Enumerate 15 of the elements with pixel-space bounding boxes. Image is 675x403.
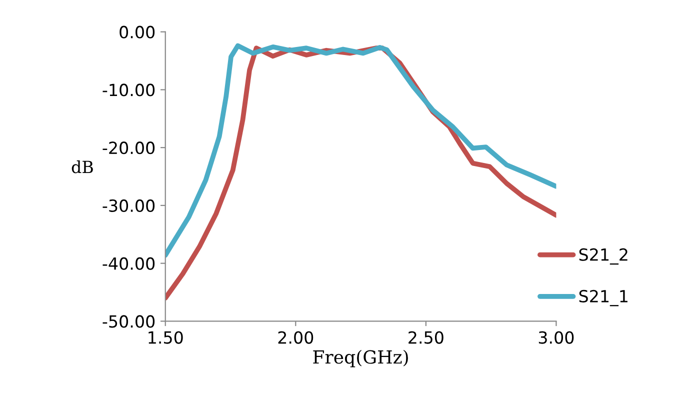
x-tick-label: 1.50 xyxy=(148,331,183,344)
x-tick-label: 3.00 xyxy=(538,331,574,344)
y-tick-label: -10.00 xyxy=(102,84,155,96)
legend-label: S21_1 xyxy=(579,290,628,306)
line-series xyxy=(165,43,556,258)
y-axis-title: dB xyxy=(72,160,93,174)
x-axis-title: Freq(GHz) xyxy=(313,350,408,368)
legend-label: S21_2 xyxy=(579,248,628,265)
x-tick-label: 2.50 xyxy=(408,331,444,344)
y-tick-label: -30.00 xyxy=(102,199,155,212)
y-tick-label: -40.00 xyxy=(102,257,155,270)
y-tick-label: -50.00 xyxy=(102,315,155,328)
x-tick-label: 2.00 xyxy=(278,331,314,344)
y-tick-label: 0.00 xyxy=(120,26,155,38)
y-tick-label: -20.00 xyxy=(102,142,155,154)
